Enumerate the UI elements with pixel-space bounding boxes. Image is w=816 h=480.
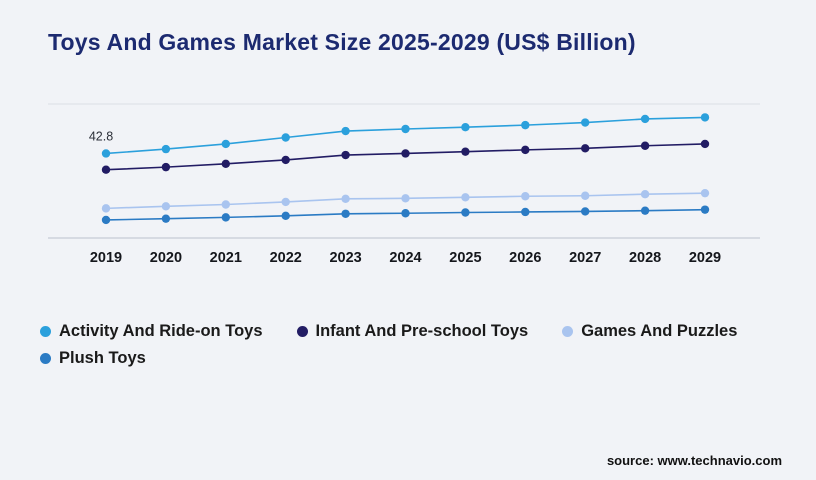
data-point [640, 189, 650, 199]
legend-dot-icon [40, 353, 51, 364]
data-point [161, 214, 171, 223]
data-point [581, 207, 590, 216]
x-tick-label: 2025 [449, 250, 481, 266]
legend-label: Infant And Pre-school Toys [315, 322, 529, 340]
point-value-label: 42.8 [89, 129, 113, 143]
data-point [401, 209, 410, 218]
data-point [401, 194, 410, 203]
data-point [281, 133, 290, 142]
x-tick-label: 2027 [569, 250, 601, 266]
x-tick-label: 2022 [270, 250, 302, 266]
legend-label: Activity And Ride-on Toys [59, 322, 263, 340]
data-point [281, 197, 290, 207]
x-tick-label: 2028 [629, 250, 661, 266]
data-point [101, 215, 111, 225]
data-point [521, 192, 530, 201]
data-point [221, 159, 230, 168]
x-tick-label: 2019 [90, 250, 122, 266]
data-point [221, 213, 230, 222]
x-tick-label: 2021 [210, 250, 242, 266]
series-line-0 [105, 116, 706, 155]
data-point [581, 191, 590, 200]
data-point [161, 202, 171, 211]
legend-item-0: Activity And Ride-on Toys [40, 322, 263, 341]
data-point [640, 114, 650, 124]
x-tick-label: 2020 [150, 250, 182, 266]
data-point [101, 165, 111, 174]
data-point [700, 139, 710, 149]
data-point [221, 200, 230, 209]
x-tick-label: 2023 [329, 250, 361, 266]
data-point [521, 145, 530, 155]
data-point [521, 120, 530, 130]
data-point [341, 194, 350, 204]
data-point [221, 139, 230, 149]
data-point [101, 204, 111, 213]
page-title: Toys And Games Market Size 2025-2029 (US… [48, 29, 636, 56]
legend-dot-icon [562, 326, 574, 337]
legend-dot-icon [40, 326, 51, 337]
data-point [700, 113, 710, 122]
data-point [401, 124, 410, 134]
chart-svg: 2019 2020 2021 2022 2023 2024 2025 2026 2027 2028… [48, 103, 760, 266]
legend-dot-icon [296, 326, 308, 337]
legend-item-3: Plush Toys [40, 349, 146, 368]
data-point [700, 188, 710, 198]
data-point [101, 149, 111, 158]
line-chart: 2019 2020 2021 2022 2023 2024 2025 2026 2027 2028… [48, 84, 760, 274]
data-point [281, 211, 290, 221]
x-tick-label: 2026 [509, 250, 541, 266]
legend-item-2: Games And Puzzles [562, 322, 737, 341]
x-tick-label: 2029 [689, 250, 721, 266]
data-point [161, 144, 171, 154]
data-point [581, 144, 590, 153]
legend-label: Plush Toys [59, 349, 146, 367]
data-point [461, 208, 470, 217]
source-text: source: www.technavio.com [606, 453, 782, 468]
data-point [161, 162, 171, 172]
legend-item-1: Infant And Pre-school Toys [296, 322, 529, 341]
data-point [401, 149, 410, 158]
legend-label: Games And Puzzles [581, 322, 738, 340]
data-point [640, 141, 650, 150]
data-point [521, 207, 530, 217]
data-point [700, 205, 710, 214]
data-point [461, 122, 470, 132]
data-point [581, 118, 590, 127]
data-point [461, 193, 470, 202]
data-point [341, 209, 350, 218]
data-point [281, 155, 290, 165]
data-point [640, 206, 650, 215]
x-tick-label: 2024 [389, 250, 421, 266]
data-point [341, 126, 350, 136]
data-point [341, 150, 350, 160]
data-point [461, 147, 470, 156]
chart-legend: Activity And Ride-on Toys Infant And Pre-… [40, 322, 784, 368]
